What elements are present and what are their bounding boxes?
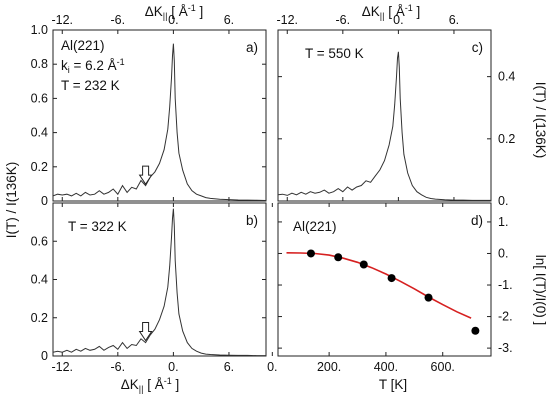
bottom-axis-title: ΔK|| [ Å-1 ] xyxy=(121,376,180,394)
panel-annotation: Al(221) xyxy=(293,219,337,234)
temperature-label: T = 232 K xyxy=(61,78,120,93)
panel-annotation: T = 322 K xyxy=(68,219,127,234)
y-tick-label: 1.0 xyxy=(31,23,48,37)
panel-b: -12. -6. 0. 6. 0 0.2 0.4 0.6 b) T = 322 K xyxy=(31,202,267,374)
wavevector-label: ki = 6.2 Å-1 xyxy=(61,57,125,75)
data-point xyxy=(424,293,433,302)
y-tick-label: 0.2 xyxy=(31,160,48,174)
top-axis-title-right: ΔK|| [ Å-1 ] xyxy=(362,3,421,21)
x-tick-label: 600. xyxy=(431,360,455,374)
y-tick-label: 0.6 xyxy=(31,234,48,248)
data-point xyxy=(471,326,480,335)
panel-frame xyxy=(277,202,492,357)
x-tick-label: -6. xyxy=(111,13,126,27)
y-tick-label: 1. xyxy=(498,215,508,229)
arrow-shape xyxy=(138,165,153,186)
x-tick-label: -12. xyxy=(51,13,73,27)
x-tick-label: -12. xyxy=(276,13,298,27)
panel-letter: b) xyxy=(246,213,258,228)
top-axis-title: ΔK|| [ Å-1 ] xyxy=(145,3,204,21)
x-tick-label: -6. xyxy=(336,13,351,27)
y-tick-label: 0. xyxy=(498,246,508,260)
x-tick-label: 6. xyxy=(449,13,459,27)
series-line xyxy=(53,208,266,356)
panel-c: -12. -6. 0. 6. 0. 0.2 0.4 c) T = 550 K xyxy=(276,13,515,208)
x-tick-label: 400. xyxy=(374,360,398,374)
data-point xyxy=(306,249,315,258)
panel-letter: d) xyxy=(471,213,483,228)
y-tick-label: 0.4 xyxy=(31,273,48,287)
data-point xyxy=(359,260,368,269)
fit-curve xyxy=(286,252,472,319)
y-tick-label: 0 xyxy=(41,194,48,208)
down-arrow-icon xyxy=(138,165,153,186)
right-y-axis-title-d: ln[ I(T)/I(0) ] xyxy=(533,255,548,326)
right-y-axis-title-c: I(T) / I(136K) xyxy=(533,82,548,159)
sample-label: Al(221) xyxy=(61,38,105,53)
x-tick-label: 0. xyxy=(168,13,178,27)
x-tick-label: 0. xyxy=(267,360,277,374)
x-tick-label: -6. xyxy=(111,360,126,374)
x-tick-label: 0. xyxy=(393,13,403,27)
y-tick-label: 0.4 xyxy=(31,126,48,140)
left-y-axis-title: I(T) / I(136K) xyxy=(4,162,19,239)
y-tick-label: -3. xyxy=(498,341,513,355)
y-tick-label: -1. xyxy=(498,278,513,292)
arrow-shape xyxy=(138,322,153,342)
y-tick-label: -2. xyxy=(498,310,513,324)
x-tick-label: 6. xyxy=(224,360,234,374)
x-tick-label: 0. xyxy=(168,360,178,374)
y-tick-label: 0. xyxy=(498,194,508,208)
panel-letter: a) xyxy=(246,40,258,55)
x-tick-label: 6. xyxy=(224,13,234,27)
panel-d: 0. 200. 400. 600. 1. 0. -1. -2. -3. d) Al(221) xyxy=(267,202,513,374)
panel-annotation: T = 550 K xyxy=(305,46,364,61)
data-point xyxy=(387,274,396,283)
panel-frame xyxy=(52,29,267,202)
temperature-axis-title: T [K] xyxy=(379,377,407,392)
panel-frame xyxy=(277,29,492,202)
series-line xyxy=(53,43,266,201)
y-tick-label: 0.8 xyxy=(31,57,48,71)
panel-letter: c) xyxy=(472,40,483,55)
y-tick-label: 0.4 xyxy=(498,70,515,84)
series-line xyxy=(278,51,491,201)
down-arrow-icon xyxy=(138,322,153,342)
x-tick-label: -12. xyxy=(51,360,73,374)
y-tick-label: 0 xyxy=(41,349,48,363)
y-tick-label: 0.6 xyxy=(31,91,48,105)
y-tick-label: 0.2 xyxy=(31,311,48,325)
y-tick-label: 0.2 xyxy=(498,132,515,146)
data-point xyxy=(334,253,343,262)
panel-a: -12. -6. 0. 6. 0 0.2 0.4 0.6 0.8 1.0 a) Al(221) ki =… xyxy=(31,13,267,208)
x-tick-label: 200. xyxy=(317,360,341,374)
